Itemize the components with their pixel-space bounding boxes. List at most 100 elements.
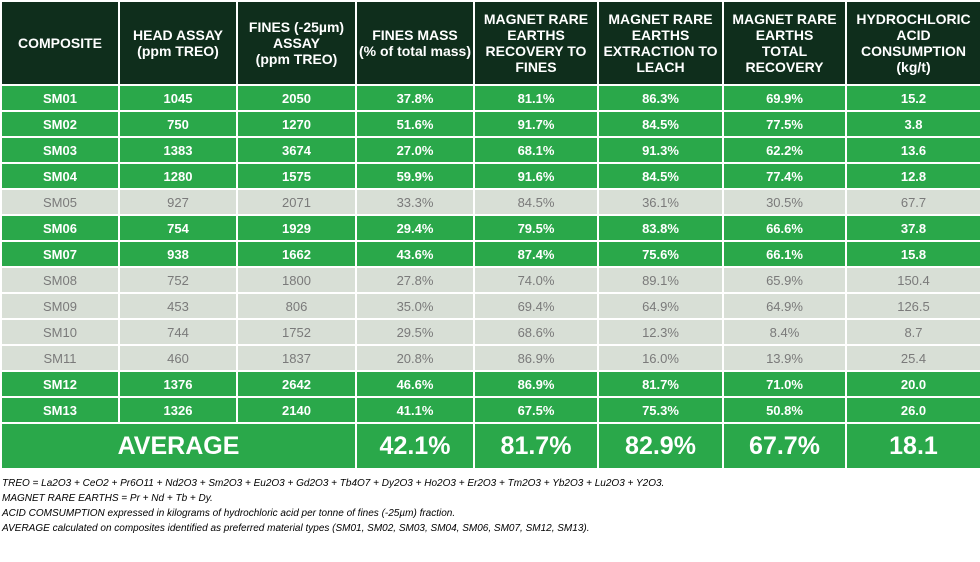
table-row: SM09 453 806 35.0% 69.4% 64.9% 64.9% 126.5 bbox=[0, 292, 980, 320]
header-line: EARTHS bbox=[631, 27, 690, 43]
footnote: TREO = La2O3 + CeO2 + Pr6O11 + Nd2O3 + S… bbox=[2, 478, 665, 489]
cell: 3674 bbox=[236, 136, 357, 164]
cell: 27.0% bbox=[355, 136, 475, 164]
cell: 20.0 bbox=[845, 370, 980, 398]
cell: 75.3% bbox=[597, 396, 724, 424]
cell: 12.3% bbox=[597, 318, 724, 346]
cell: 37.8% bbox=[355, 84, 475, 112]
header-line: FINES bbox=[515, 59, 557, 75]
column-header: MAGNET RARE EARTHS EXTRACTION TO LEACH bbox=[597, 0, 724, 86]
cell: 91.6% bbox=[473, 162, 599, 190]
footnote: AVERAGE calculated on composites identif… bbox=[2, 523, 590, 534]
header-line: FINES (-25µm) bbox=[248, 19, 345, 35]
table-row: SM10 744 1752 29.5% 68.6% 12.3% 8.4% 8.7 bbox=[0, 318, 980, 346]
cell: 69.4% bbox=[473, 292, 599, 320]
row-label: SM02 bbox=[0, 110, 120, 138]
header-line: CONSUMPTION bbox=[861, 43, 966, 59]
cell: 30.5% bbox=[722, 188, 847, 216]
cell: 81.7% bbox=[597, 370, 724, 398]
table-row: SM02 750 1270 51.6% 91.7% 84.5% 77.5% 3.8 bbox=[0, 110, 980, 138]
header-line: RECOVERY TO bbox=[485, 43, 587, 59]
cell: 27.8% bbox=[355, 266, 475, 294]
cell: 68.1% bbox=[473, 136, 599, 164]
header-line: (kg/t) bbox=[896, 59, 931, 75]
row-label: SM04 bbox=[0, 162, 120, 190]
cell: 46.6% bbox=[355, 370, 475, 398]
cell: 41.1% bbox=[355, 396, 475, 424]
header-line: EXTRACTION TO bbox=[603, 43, 718, 59]
header-line: HEAD ASSAY bbox=[133, 27, 223, 43]
cell: 81.1% bbox=[473, 84, 599, 112]
cell: 68.6% bbox=[473, 318, 599, 346]
cell: 91.7% bbox=[473, 110, 599, 138]
table-body: SM01 1045 2050 37.8% 81.1% 86.3% 69.9% 15.2 SM02… bbox=[0, 84, 980, 470]
cell: 1376 bbox=[118, 370, 238, 398]
cell: 460 bbox=[118, 344, 238, 372]
row-label: SM06 bbox=[0, 214, 120, 242]
cell: 1575 bbox=[236, 162, 357, 190]
cell: 754 bbox=[118, 214, 238, 242]
cell: 77.4% bbox=[722, 162, 847, 190]
cell: 1270 bbox=[236, 110, 357, 138]
cell: 84.5% bbox=[597, 162, 724, 190]
data-table: COMPOSITE HEAD ASSAY (ppm TREO) FINES (-25µ… bbox=[0, 0, 980, 470]
header-line: MAGNET RARE bbox=[608, 11, 713, 27]
table-row: SM05 927 2071 33.3% 84.5% 36.1% 30.5% 67.7 bbox=[0, 188, 980, 216]
table-row: SM12 1376 2642 46.6% 86.9% 81.7% 71.0% 20.0 bbox=[0, 370, 980, 398]
cell: 750 bbox=[118, 110, 238, 138]
row-label: SM03 bbox=[0, 136, 120, 164]
average-label: AVERAGE bbox=[0, 422, 357, 470]
cell: 1326 bbox=[118, 396, 238, 424]
table-row: SM06 754 1929 29.4% 79.5% 83.8% 66.6% 37.8 bbox=[0, 214, 980, 242]
table-row: SM08 752 1800 27.8% 74.0% 89.1% 65.9% 150.4 bbox=[0, 266, 980, 294]
cell: 1800 bbox=[236, 266, 357, 294]
header-line: LEACH bbox=[636, 59, 685, 75]
table-row: SM04 1280 1575 59.9% 91.6% 84.5% 77.4% 12.8 bbox=[0, 162, 980, 190]
header-line: ASSAY bbox=[273, 35, 320, 51]
cell: 3.8 bbox=[845, 110, 980, 138]
cell: 37.8 bbox=[845, 214, 980, 242]
row-label: SM09 bbox=[0, 292, 120, 320]
cell: 16.0% bbox=[597, 344, 724, 372]
column-header: HEAD ASSAY (ppm TREO) bbox=[118, 0, 238, 86]
cell: 26.0 bbox=[845, 396, 980, 424]
cell: 87.4% bbox=[473, 240, 599, 268]
header-line: EARTHS bbox=[755, 27, 814, 43]
cell: 1045 bbox=[118, 84, 238, 112]
cell: 64.9% bbox=[722, 292, 847, 320]
cell: 43.6% bbox=[355, 240, 475, 268]
cell: 84.5% bbox=[473, 188, 599, 216]
cell: 86.9% bbox=[473, 344, 599, 372]
row-label: SM10 bbox=[0, 318, 120, 346]
cell: 86.9% bbox=[473, 370, 599, 398]
cell: 1662 bbox=[236, 240, 357, 268]
footnote: ACID COMSUMPTION expressed in kilograms … bbox=[2, 508, 456, 519]
cell: 75.6% bbox=[597, 240, 724, 268]
average-cell: 81.7% bbox=[473, 422, 599, 470]
header-line: ACID bbox=[896, 27, 931, 43]
cell: 71.0% bbox=[722, 370, 847, 398]
cell: 91.3% bbox=[597, 136, 724, 164]
cell: 74.0% bbox=[473, 266, 599, 294]
header-line: HYDROCHLORIC bbox=[856, 11, 971, 27]
cell: 67.7 bbox=[845, 188, 980, 216]
cell: 12.8 bbox=[845, 162, 980, 190]
footnotes: TREO = La2O3 + CeO2 + Pr6O11 + Nd2O3 + S… bbox=[0, 476, 980, 536]
header-line: MAGNET RARE bbox=[483, 11, 589, 27]
cell: 33.3% bbox=[355, 188, 475, 216]
column-header: FINES (-25µm) ASSAY (ppm TREO) bbox=[236, 0, 357, 86]
row-label: SM05 bbox=[0, 188, 120, 216]
cell: 69.9% bbox=[722, 84, 847, 112]
cell: 15.2 bbox=[845, 84, 980, 112]
cell: 84.5% bbox=[597, 110, 724, 138]
cell: 8.4% bbox=[722, 318, 847, 346]
cell: 8.7 bbox=[845, 318, 980, 346]
cell: 79.5% bbox=[473, 214, 599, 242]
cell: 1383 bbox=[118, 136, 238, 164]
cell: 89.1% bbox=[597, 266, 724, 294]
cell: 150.4 bbox=[845, 266, 980, 294]
cell: 77.5% bbox=[722, 110, 847, 138]
header-line: MAGNET RARE bbox=[732, 11, 837, 27]
header-line: COMPOSITE bbox=[17, 35, 102, 51]
